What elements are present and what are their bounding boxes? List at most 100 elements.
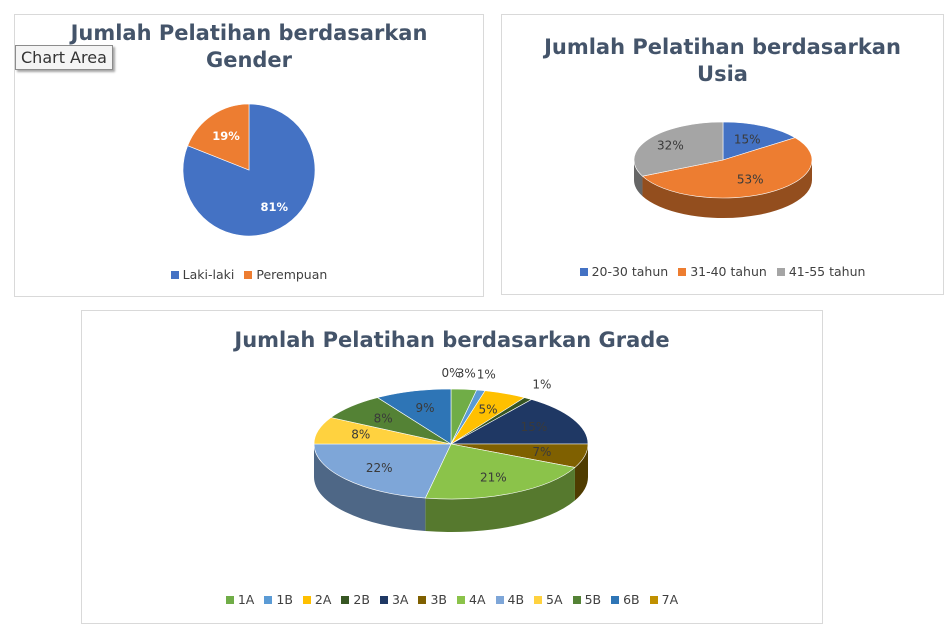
grade-legend-swatch-3a [379,596,388,604]
grade-legend-item-5a[interactable]: 5A [534,592,563,607]
grade-legend-item-3b[interactable]: 3B [418,592,447,607]
grade-legend: 1A 1B 2A 2B 3A 3B 4A 4B 5A 5B 6B 7A [82,592,822,607]
usia-title-line-2: Usia [697,62,748,86]
grade-label-3b: 7% [532,445,551,459]
grade-label-4a: 21% [480,470,507,484]
grade-legend-item-6b[interactable]: 6B [611,592,640,607]
gender-slice-perempuan[interactable] [187,103,250,171]
usia-chart-panel[interactable]: Jumlah Pelatihan berdasarkan Usia 15% 53%… [501,14,944,295]
grade-legend-swatch-1a [225,596,234,604]
grade-legend-swatch-5a [534,596,543,604]
usia-slice-31-40-tahun[interactable] [641,137,813,199]
usia-legend: 20-30 tahun 31-40 tahun 41-55 tahun [502,264,943,279]
grade-legend-label-3b: 3B [430,592,447,607]
grade-title-line-1: Jumlah Pelatihan berdasarkan Grade [234,328,670,352]
grade-slice-4b[interactable] [313,443,452,499]
grade-legend-label-6b: 6B [623,592,640,607]
grade-label-6b: 9% [415,401,434,415]
grade-legend-item-1b[interactable]: 1B [264,592,293,607]
grade-pie-chart[interactable]: 3% 1%5%1%15%7%21%22%8%8%9%0% [82,311,824,625]
gender-title-line-1: Jumlah Pelatihan berdasarkan [70,21,428,45]
grade-slice-3a[interactable] [450,399,589,445]
grade-legend-label-4b: 4B [507,592,525,607]
grade-slice-4a[interactable] [424,443,576,500]
grade-legend-swatch-2a [302,596,311,604]
gender-legend-label-laki-laki: Laki-laki [182,267,235,282]
grade-legend-swatch-1b [264,596,273,604]
usia-legend-swatch-31-40-tahun [678,268,687,276]
gender-title-line-2: Gender [205,48,293,72]
grade-legend-label-2a: 2A [314,592,332,607]
usia-legend-item-31-40-tahun[interactable]: 31-40 tahun [678,264,767,279]
grade-legend-item-7a[interactable]: 7A [649,592,679,607]
grade-legend-label-1b: 1B [276,592,293,607]
gender-chart-title: Jumlah Pelatihan berdasarkan Gender [15,20,483,74]
usia-slice-side-41-55-tahun [634,160,643,197]
usia-pie-chart[interactable]: 15% 53% 32% [502,15,945,296]
grade-legend-item-4b[interactable]: 4B [495,592,525,607]
usia-title-line-1: Jumlah Pelatihan berdasarkan [544,35,901,59]
gender-label-perempuan: 19% [212,129,240,143]
gender-legend-label-perempuan: Perempuan [256,267,328,282]
usia-legend-swatch-20-30-tahun [579,268,588,276]
gender-legend-item-laki-laki[interactable]: Laki-laki [170,267,235,282]
grade-slice-side-3b [574,444,588,501]
grade-legend-item-4a[interactable]: 4A [457,592,486,607]
usia-legend-label-20-30-tahun: 20-30 tahun [591,264,669,279]
grade-label-1b: 1% [477,368,496,382]
grade-slice-side-4b [314,444,426,532]
grade-legend-swatch-2b [341,596,350,604]
usia-slice-side-31-40-tahun [642,160,812,218]
gender-chart-panel[interactable]: Jumlah Pelatihan berdasarkan Gender 81% 1… [14,14,484,297]
grade-legend-label-3a: 3A [391,592,409,607]
usia-label-41-55-tahun: 32% [657,139,684,153]
grade-legend-label-5b: 5B [584,592,602,607]
grade-legend-item-1a[interactable]: 1A [225,592,255,607]
usia-legend-item-20-30-tahun[interactable]: 20-30 tahun [579,264,669,279]
grade-label-7a: 0% [441,366,460,380]
grade-legend-label-7a: 7A [661,592,679,607]
gender-legend-swatch-perempuan [244,271,253,279]
usia-legend-label-31-40-tahun: 31-40 tahun [690,264,767,279]
gender-pie-chart[interactable]: 81% 19% [15,15,485,298]
grade-label-5b: 8% [374,411,393,425]
usia-label-31-40-tahun: 53% [737,173,764,187]
usia-pie-side-walls [634,160,812,218]
chart-area-tooltip: Chart Area [15,45,113,70]
grade-slice-6b[interactable] [376,388,452,445]
grade-legend-swatch-5b [572,596,581,604]
usia-slice-20-30-tahun[interactable] [722,121,796,161]
grade-label-3a: 15% [521,420,548,434]
grade-legend-item-2b[interactable]: 2B [341,592,370,607]
grade-legend-label-2b: 2B [353,592,370,607]
gender-legend-item-perempuan[interactable]: Perempuan [244,267,327,282]
usia-legend-swatch-41-55-tahun [776,268,785,276]
grade-chart-title: Jumlah Pelatihan berdasarkan Grade [82,327,822,354]
gender-label-laki-laki: 81% [260,200,288,214]
grade-legend-item-3a[interactable]: 3A [379,592,409,607]
grade-legend-label-1a: 1A [237,592,255,607]
gender-legend-swatch-laki-laki [170,271,179,279]
usia-legend-item-41-55-tahun[interactable]: 41-55 tahun [776,264,865,279]
grade-chart-panel[interactable]: Jumlah Pelatihan berdasarkan Grade 3% 1% 5… [81,310,823,624]
grade-label-4b: 22% [366,461,393,475]
grade-legend-swatch-3b [418,596,427,604]
grade-legend-swatch-4a [457,596,465,604]
usia-slice-41-55-tahun[interactable] [633,121,724,177]
grade-pie-side-walls [314,444,588,532]
grade-label-2a: 5% [478,403,497,417]
grade-legend-swatch-4b [495,596,504,604]
grade-legend-item-2a[interactable]: 2A [302,592,332,607]
usia-label-20-30-tahun: 15% [734,133,761,147]
gender-legend: Laki-laki Perempuan [15,267,483,282]
grade-legend-swatch-6b [611,596,620,604]
grade-slice-side-4a [425,467,575,532]
usia-chart-title: Jumlah Pelatihan berdasarkan Usia [502,34,943,88]
grade-legend-item-5b[interactable]: 5B [572,592,602,607]
grade-legend-label-4a: 4A [469,592,486,607]
grade-legend-swatch-7a [649,596,658,604]
grade-legend-label-5a: 5A [546,592,563,607]
grade-label-5a: 8% [351,428,370,442]
grade-label-1a: 3% [457,366,476,380]
grade-label-2b: 1% [532,377,551,391]
